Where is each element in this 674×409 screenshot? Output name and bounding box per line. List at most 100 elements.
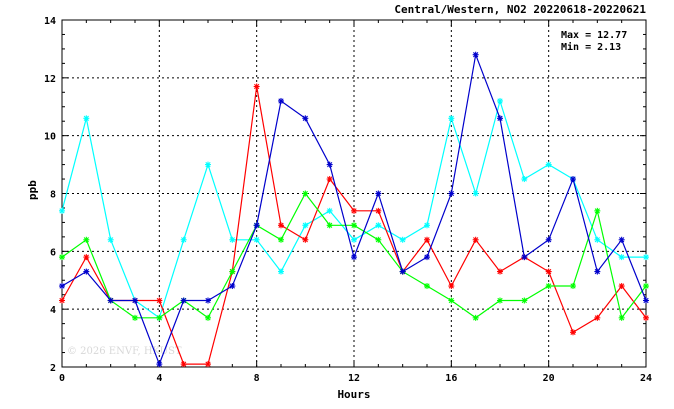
data-point <box>351 254 357 261</box>
data-point <box>253 236 260 243</box>
x-tick-label: 24 <box>640 373 652 384</box>
series-group <box>59 51 649 368</box>
data-point <box>205 361 211 368</box>
data-point <box>59 207 65 214</box>
data-point <box>643 283 649 290</box>
data-point <box>253 222 260 229</box>
data-point <box>229 283 236 290</box>
data-point <box>618 236 625 243</box>
data-point <box>83 236 90 243</box>
data-point <box>375 207 382 214</box>
min-label: Min = 2.13 <box>561 41 621 53</box>
data-point <box>326 222 333 229</box>
data-point <box>156 297 163 304</box>
chart-title: Central/Western, NO2 20220618-20220621 <box>394 3 646 16</box>
data-point <box>424 254 430 261</box>
data-point <box>83 115 90 122</box>
data-point <box>59 254 65 261</box>
data-point <box>472 236 479 243</box>
data-point <box>399 268 406 275</box>
data-point <box>253 83 260 90</box>
data-point <box>59 283 65 290</box>
data-point <box>302 222 309 229</box>
data-point <box>545 236 552 243</box>
series-4 <box>59 51 649 368</box>
data-point <box>570 176 576 183</box>
y-tick-label: 10 <box>44 132 56 143</box>
data-point <box>521 297 528 304</box>
data-point <box>326 207 333 214</box>
data-point <box>229 236 236 243</box>
data-point <box>497 97 503 104</box>
data-point <box>618 283 625 290</box>
data-point <box>278 97 284 104</box>
data-point <box>180 236 187 243</box>
data-point <box>448 297 455 304</box>
data-point <box>302 115 309 122</box>
max-label: Max = 12.77 <box>561 30 627 41</box>
y-tick-label: 2 <box>50 363 56 374</box>
y-tick-label: 12 <box>44 74 56 85</box>
data-point <box>278 236 284 243</box>
data-point <box>497 115 503 122</box>
data-point <box>497 297 503 304</box>
data-point <box>643 314 649 321</box>
data-point <box>302 190 309 197</box>
data-point <box>107 297 114 304</box>
data-point <box>205 314 211 321</box>
data-point <box>375 190 382 197</box>
data-point <box>497 268 503 275</box>
y-tick-label: 8 <box>50 190 56 201</box>
x-tick-label: 16 <box>445 373 457 384</box>
data-point <box>375 236 382 243</box>
data-point <box>107 236 114 243</box>
data-point <box>83 254 90 261</box>
data-point <box>594 268 601 275</box>
data-point <box>643 297 649 304</box>
data-point <box>521 254 528 261</box>
data-point <box>375 222 382 229</box>
data-point <box>205 161 211 168</box>
grid <box>62 20 646 367</box>
x-tick-label: 12 <box>348 373 360 384</box>
data-point <box>545 283 552 290</box>
data-point <box>594 236 601 243</box>
data-point <box>278 222 284 229</box>
y-tick-label: 4 <box>50 305 56 316</box>
data-point <box>180 297 187 304</box>
data-point <box>229 268 236 275</box>
data-point <box>570 329 576 336</box>
data-point <box>448 283 455 290</box>
data-point <box>618 254 625 261</box>
data-point <box>472 51 479 58</box>
data-point <box>448 190 455 197</box>
y-tick-label: 14 <box>44 16 56 27</box>
data-point <box>278 268 284 275</box>
data-point <box>205 297 211 304</box>
data-point <box>521 176 528 183</box>
data-point <box>545 268 552 275</box>
data-point <box>156 361 163 368</box>
data-point <box>424 283 430 290</box>
y-axis-label: ppb <box>26 180 39 200</box>
data-point <box>643 254 649 261</box>
data-point <box>156 314 163 321</box>
data-point <box>424 236 430 243</box>
data-point <box>570 283 576 290</box>
data-point <box>545 161 552 168</box>
data-point <box>83 268 90 275</box>
x-tick-label: 8 <box>254 373 260 384</box>
data-point <box>594 207 601 214</box>
data-point <box>399 236 406 243</box>
data-point <box>472 314 479 321</box>
data-point <box>594 314 601 321</box>
data-point <box>326 176 333 183</box>
data-point <box>448 115 455 122</box>
data-point <box>618 314 625 321</box>
data-point <box>472 190 479 197</box>
data-point <box>132 314 138 321</box>
data-point <box>351 236 357 243</box>
x-tick-label: 4 <box>156 373 162 384</box>
